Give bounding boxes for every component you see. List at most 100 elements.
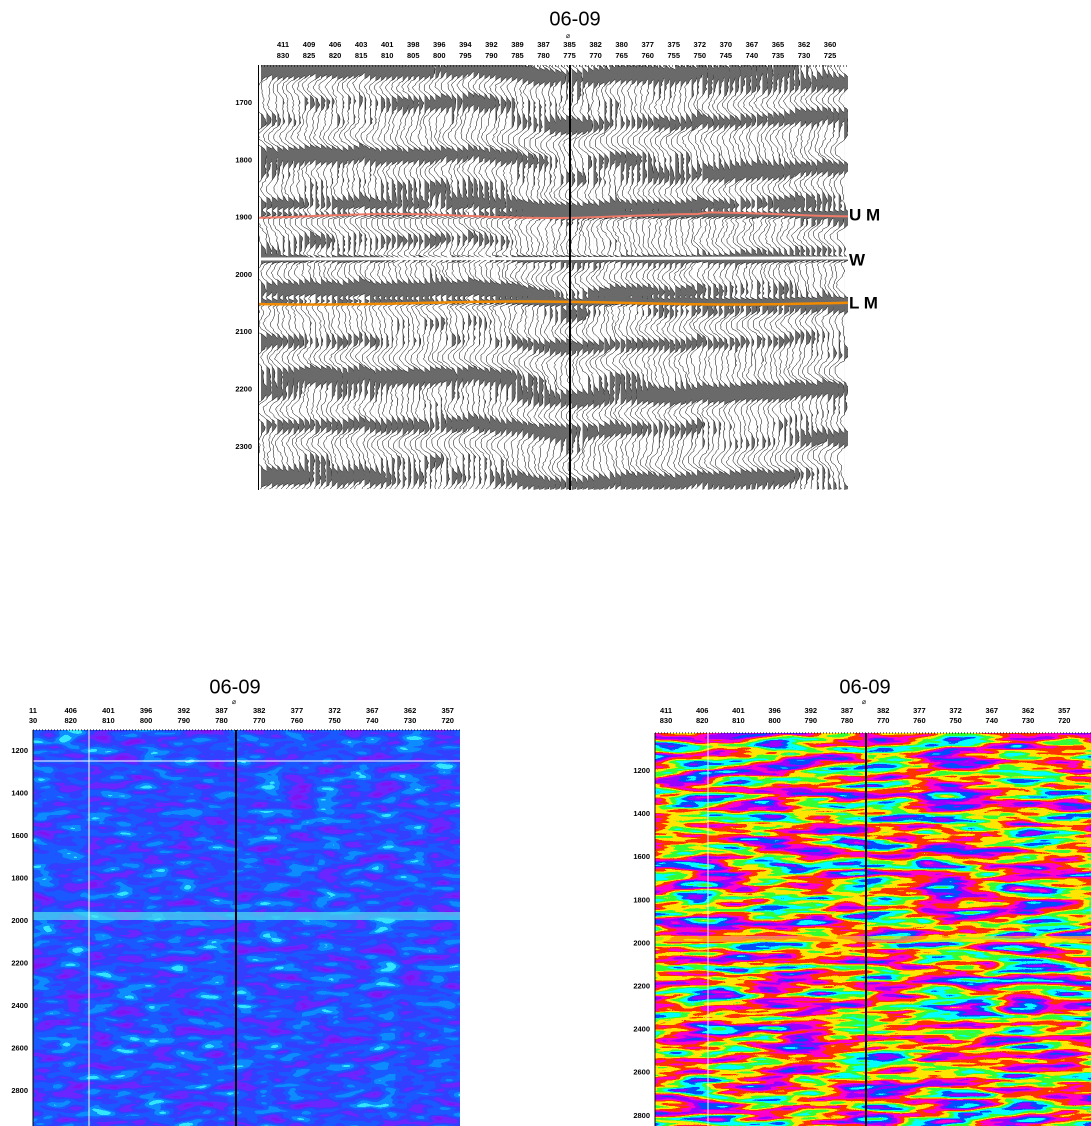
trace (355, 65, 374, 490)
trace-fill (631, 65, 641, 490)
trace (584, 65, 603, 490)
cdp-label: 800 (768, 716, 781, 725)
time-label: 2400 (11, 1001, 28, 1010)
trace (742, 65, 761, 490)
trace (562, 65, 582, 490)
trace (469, 65, 489, 490)
trace-fill (304, 65, 314, 490)
trace-fill (642, 65, 652, 490)
trace-fill (261, 65, 270, 490)
cdp-label: 820 (696, 716, 709, 725)
time-label: 2000 (633, 938, 650, 947)
trace-label: 377 (913, 706, 926, 715)
trace-fill (397, 65, 407, 490)
time-label: 1700 (235, 98, 252, 107)
trace-fill (637, 65, 646, 490)
trace (529, 65, 549, 490)
trace-fill (822, 65, 832, 490)
trace-fill (440, 65, 450, 490)
overlay (32, 729, 1091, 1126)
trace (660, 65, 680, 490)
trace (366, 65, 385, 490)
trace-fill (337, 65, 347, 490)
trace-fill (664, 65, 674, 490)
cdp-label: 815 (355, 51, 368, 60)
trace-label: 357 (441, 706, 454, 715)
trace-fill (299, 65, 309, 490)
trace (518, 65, 538, 490)
trace-fill (364, 65, 374, 490)
panel-title: 06-09 (839, 676, 890, 698)
trace (551, 65, 571, 490)
time-label: 1200 (11, 746, 28, 755)
cdp-label: 735 (772, 51, 785, 60)
trace-label: 387 (537, 40, 550, 49)
trace-fill (609, 65, 619, 490)
trace (513, 65, 532, 490)
time-label: 2100 (235, 327, 252, 336)
trace (671, 65, 690, 490)
trace (644, 65, 663, 490)
trace-label: 372 (949, 706, 962, 715)
trace (611, 65, 631, 490)
trace-fill (669, 65, 679, 490)
trace-label: 398 (407, 40, 420, 49)
cdp-label: 810 (732, 716, 745, 725)
trace (404, 65, 423, 490)
trace-fill (795, 65, 805, 490)
trace (682, 65, 701, 490)
trace-fill (598, 65, 608, 490)
trace-fill (402, 65, 412, 490)
cdp-label: 760 (291, 716, 304, 725)
time-label: 1800 (11, 873, 28, 882)
trace-fill (838, 65, 848, 490)
trace (785, 65, 805, 490)
trace-label: 392 (805, 706, 818, 715)
horizon-lm (258, 300, 848, 306)
trace (753, 65, 772, 490)
trace (758, 65, 778, 490)
trace (300, 65, 320, 490)
trace (415, 65, 434, 490)
trace (573, 65, 592, 490)
cdp-label: 770 (589, 51, 602, 60)
trace (578, 65, 598, 490)
trace-fill (424, 65, 434, 490)
trace (535, 65, 554, 490)
cdp-label: 795 (459, 51, 472, 60)
cdp-label: 730 (1022, 716, 1035, 725)
trace (279, 65, 298, 490)
cdp-label: 745 (720, 51, 733, 60)
cdp-label: 30 (29, 716, 37, 725)
cdp-label: 740 (746, 51, 759, 60)
cdp-label: 800 (140, 716, 153, 725)
cdp-label: 755 (667, 51, 680, 60)
trace (317, 65, 336, 490)
cdp-label: 820 (64, 716, 77, 725)
trace-fill (271, 65, 281, 490)
trace-fill (718, 65, 728, 490)
trace-fill (626, 65, 636, 490)
horizon-w (258, 256, 848, 261)
trace-label: 409 (303, 40, 316, 49)
trace-fill (386, 65, 396, 490)
trace (616, 65, 636, 490)
trace (834, 65, 848, 488)
trace-fill (675, 65, 685, 490)
trace (398, 65, 418, 490)
cdp-label: 790 (485, 51, 498, 60)
trace (306, 65, 325, 490)
trace-label: 382 (877, 706, 890, 715)
trace-fill (533, 65, 543, 490)
trace-fill (528, 65, 537, 490)
trace (649, 65, 669, 490)
trace (273, 65, 293, 490)
cdp-label: 785 (511, 51, 524, 60)
trace-fill (566, 65, 576, 490)
cdp-label: 730 (404, 716, 417, 725)
trace-label: 396 (140, 706, 153, 715)
trace (502, 65, 522, 490)
trace (774, 65, 794, 490)
trace (371, 65, 391, 490)
trace-label: 362 (798, 40, 811, 49)
